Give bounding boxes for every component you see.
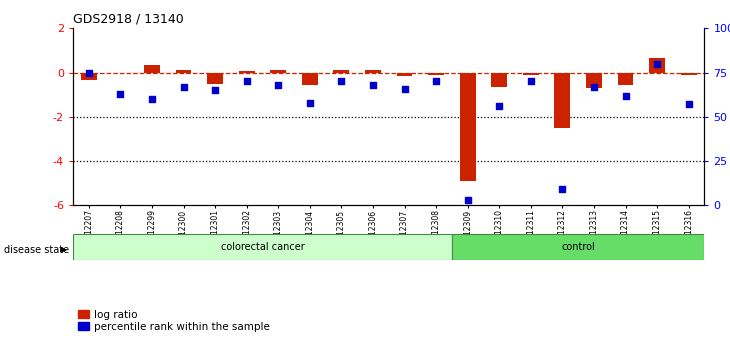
Point (462, 197, 474, 203)
Bar (649, 58, 665, 73)
Bar (681, 73, 696, 75)
Bar (429, 73, 444, 75)
Bar (460, 73, 475, 181)
Bar (81, 73, 96, 80)
Point (588, 84, 600, 90)
Bar (618, 73, 634, 85)
Point (336, 79, 347, 84)
Bar (491, 73, 507, 87)
Point (115, 91, 126, 97)
Bar (176, 70, 191, 73)
Bar (365, 70, 381, 73)
Point (399, 86, 410, 91)
Text: ▶: ▶ (61, 245, 67, 254)
Point (83, 70, 95, 75)
Text: GDS2918 / 13140: GDS2918 / 13140 (73, 12, 184, 25)
Text: control: control (561, 242, 595, 252)
Point (493, 103, 505, 109)
Bar (302, 73, 318, 85)
Point (210, 87, 221, 93)
Point (556, 187, 568, 192)
Point (430, 79, 442, 84)
Bar (396, 73, 412, 76)
Bar (586, 73, 602, 88)
Bar (270, 70, 286, 73)
Point (177, 84, 189, 90)
Point (651, 61, 663, 67)
Point (525, 79, 537, 84)
Point (367, 82, 379, 88)
Point (620, 93, 631, 98)
Point (241, 79, 253, 84)
Point (304, 100, 315, 105)
Bar (207, 73, 223, 84)
Bar (555, 73, 570, 128)
Bar (144, 65, 160, 73)
Bar (523, 73, 539, 75)
Text: colorectal cancer: colorectal cancer (220, 242, 304, 252)
Point (683, 102, 694, 107)
Bar (334, 70, 349, 73)
FancyBboxPatch shape (452, 234, 704, 260)
Text: disease state: disease state (4, 245, 69, 255)
FancyBboxPatch shape (73, 234, 452, 260)
Point (146, 96, 158, 102)
Point (272, 82, 284, 88)
Bar (239, 72, 255, 73)
Legend: log ratio, percentile rank within the sample: log ratio, percentile rank within the sa… (78, 310, 269, 332)
